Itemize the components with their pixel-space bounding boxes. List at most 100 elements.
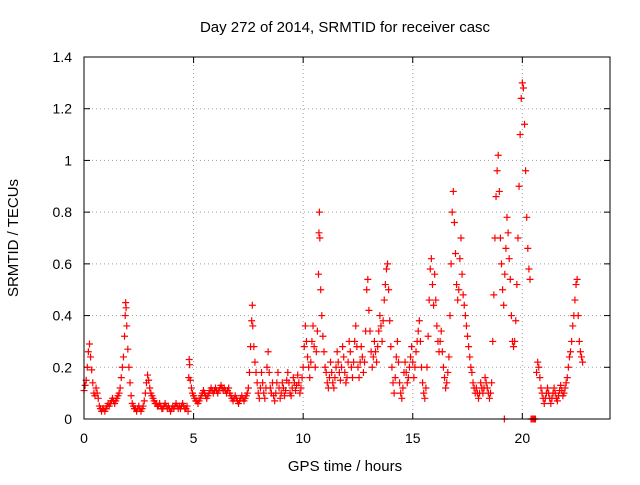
data-point bbox=[359, 368, 367, 376]
data-point bbox=[483, 384, 491, 392]
data-point bbox=[375, 327, 383, 335]
y-tick-label: 0 bbox=[64, 411, 72, 427]
data-point bbox=[371, 348, 379, 356]
data-point bbox=[523, 213, 531, 221]
data-point bbox=[284, 368, 292, 376]
data-point bbox=[564, 363, 572, 371]
data-point bbox=[287, 392, 295, 400]
data-point bbox=[537, 384, 545, 392]
data-point bbox=[461, 312, 469, 320]
data-point bbox=[381, 281, 389, 289]
data-point bbox=[301, 322, 309, 330]
data-point bbox=[294, 371, 302, 379]
data-point bbox=[122, 304, 130, 312]
data-point bbox=[319, 332, 327, 340]
data-point bbox=[412, 348, 420, 356]
data-point bbox=[263, 363, 271, 371]
data-point bbox=[445, 353, 453, 361]
data-point bbox=[248, 301, 256, 309]
data-point bbox=[513, 281, 521, 289]
data-point bbox=[81, 381, 89, 389]
data-point bbox=[426, 265, 434, 273]
data-point bbox=[569, 322, 577, 330]
data-point bbox=[368, 363, 376, 371]
data-point bbox=[462, 322, 470, 330]
data-point bbox=[83, 363, 91, 371]
data-point bbox=[550, 384, 558, 392]
data-point bbox=[500, 301, 508, 309]
data-point bbox=[414, 327, 422, 335]
data-point bbox=[525, 265, 533, 273]
data-point bbox=[339, 343, 347, 351]
data-point bbox=[495, 187, 503, 195]
data-point bbox=[560, 389, 568, 397]
data-point bbox=[392, 353, 400, 361]
data-point bbox=[187, 384, 195, 392]
data-point bbox=[115, 389, 123, 397]
data-point bbox=[318, 312, 326, 320]
data-point bbox=[490, 291, 498, 299]
data-point bbox=[329, 379, 337, 387]
data-point bbox=[579, 358, 587, 366]
chart-title: Day 272 of 2014, SRMTID for receiver cas… bbox=[200, 19, 491, 36]
data-point bbox=[119, 353, 127, 361]
data-point bbox=[121, 332, 129, 340]
data-point bbox=[389, 379, 397, 387]
data-point bbox=[315, 270, 323, 278]
data-point bbox=[342, 379, 350, 387]
data-point bbox=[547, 399, 555, 407]
y-tick-labels: 0 0.2 0.4 0.6 0.8 1 1.2 1.4 bbox=[53, 49, 73, 427]
data-point bbox=[336, 376, 344, 384]
data-point bbox=[276, 394, 284, 402]
data-point bbox=[361, 358, 369, 366]
data-point bbox=[94, 394, 102, 402]
data-point bbox=[510, 343, 518, 351]
data-point bbox=[243, 389, 251, 397]
data-point bbox=[455, 286, 463, 294]
data-point bbox=[87, 353, 95, 361]
data-point bbox=[568, 337, 576, 345]
data-point bbox=[248, 317, 256, 325]
data-point bbox=[458, 270, 466, 278]
data-point bbox=[571, 296, 579, 304]
data-point bbox=[451, 250, 459, 258]
data-point bbox=[186, 361, 194, 369]
data-point bbox=[369, 353, 377, 361]
data-point bbox=[499, 286, 507, 294]
data-point bbox=[469, 379, 477, 387]
data-point bbox=[437, 327, 445, 335]
data-point bbox=[118, 363, 126, 371]
data-point bbox=[145, 376, 153, 384]
data-point bbox=[397, 389, 405, 397]
data-point bbox=[439, 363, 447, 371]
data-point bbox=[573, 275, 581, 283]
data-point bbox=[123, 322, 131, 330]
data-point bbox=[377, 322, 385, 330]
data-point bbox=[266, 384, 274, 392]
plot-frame bbox=[83, 56, 611, 420]
data-point bbox=[518, 79, 526, 87]
data-point bbox=[574, 312, 582, 320]
data-point bbox=[116, 384, 124, 392]
data-point bbox=[291, 387, 299, 395]
data-point bbox=[382, 265, 390, 273]
data-point bbox=[403, 379, 411, 387]
data-point bbox=[386, 317, 394, 325]
data-point bbox=[416, 337, 424, 345]
data-point bbox=[264, 348, 272, 356]
data-point bbox=[448, 208, 456, 216]
data-point bbox=[304, 353, 312, 361]
data-point bbox=[296, 389, 304, 397]
data-point bbox=[146, 384, 154, 392]
data-point bbox=[358, 353, 366, 361]
data-point bbox=[274, 368, 282, 376]
data-point bbox=[398, 394, 406, 402]
data-point bbox=[312, 348, 320, 356]
data-point bbox=[327, 358, 335, 366]
data-point bbox=[310, 343, 318, 351]
data-point bbox=[438, 348, 446, 356]
data-point bbox=[521, 120, 529, 128]
y-tick-label: 1.4 bbox=[53, 49, 73, 65]
data-point bbox=[503, 213, 511, 221]
data-point bbox=[578, 353, 586, 361]
